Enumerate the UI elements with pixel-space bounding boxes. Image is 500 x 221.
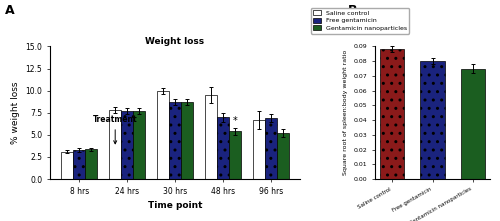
Bar <box>157 91 169 179</box>
Bar <box>74 150 86 179</box>
Bar <box>205 95 217 179</box>
Bar <box>253 120 264 179</box>
Bar <box>169 102 181 179</box>
Bar <box>460 69 485 179</box>
Y-axis label: % weight loss: % weight loss <box>11 82 20 144</box>
Bar <box>420 61 444 179</box>
Bar <box>133 111 145 179</box>
Bar <box>217 117 229 179</box>
Bar <box>121 111 133 179</box>
Bar <box>109 110 121 179</box>
Text: B: B <box>348 4 357 17</box>
Title: Weight loss: Weight loss <box>146 37 204 46</box>
Y-axis label: Square root of spleen:body weight ratio: Square root of spleen:body weight ratio <box>343 50 348 175</box>
Bar <box>229 131 241 179</box>
Bar <box>181 102 193 179</box>
Bar <box>86 149 97 179</box>
Text: *: * <box>232 116 237 126</box>
Legend: Saline control, Free gentamicin, Gentamicin nanoparticles: Saline control, Free gentamicin, Gentami… <box>310 8 409 34</box>
Bar <box>62 152 74 179</box>
Bar <box>276 133 288 179</box>
X-axis label: Time point: Time point <box>148 201 202 210</box>
Bar <box>264 118 276 179</box>
Text: A: A <box>5 4 15 17</box>
Bar <box>380 49 404 179</box>
Text: Treatment: Treatment <box>93 115 138 144</box>
